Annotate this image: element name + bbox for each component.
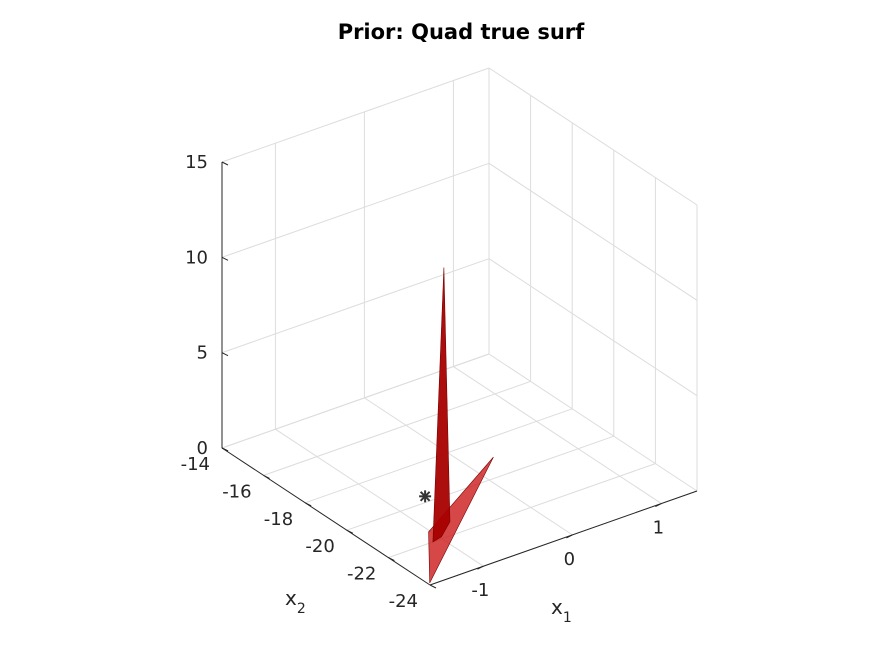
gridline-x-floor xyxy=(453,366,662,504)
z-tick-label: 0 xyxy=(197,438,208,459)
surface-patch xyxy=(432,267,451,543)
surface-patch xyxy=(428,456,494,584)
z-tick-mark xyxy=(221,447,229,452)
gridline-z-left xyxy=(221,67,490,163)
gridline-z-right xyxy=(488,258,698,397)
y-tick-mark xyxy=(429,584,437,589)
gridline-z-right xyxy=(488,67,698,206)
x-axis-line xyxy=(429,490,698,586)
x-axis-label: x1 xyxy=(551,595,572,626)
y-tick-mark xyxy=(304,502,312,507)
gridline-z-left xyxy=(221,258,490,354)
y-tick-label: -14 xyxy=(181,454,210,475)
x-tick-mark xyxy=(477,565,484,570)
gridline-x-floor xyxy=(364,397,573,536)
z-tick-label: 10 xyxy=(185,247,208,268)
x-tick-label: 0 xyxy=(564,549,575,570)
gridline-z-right xyxy=(488,162,698,301)
axis-layer xyxy=(221,161,698,589)
z-tick-mark xyxy=(221,161,229,166)
surface-layer xyxy=(419,267,494,584)
chart-title: Prior: Quad true surf xyxy=(338,20,585,44)
x-tick-mark xyxy=(566,534,573,539)
y-tick-mark xyxy=(388,557,395,562)
z-tick-mark xyxy=(221,256,229,261)
z-tick-label: 15 xyxy=(185,152,208,173)
y-tick-label: -22 xyxy=(347,564,376,585)
z-tick-mark xyxy=(221,352,229,357)
x-tick-label: 1 xyxy=(653,518,664,539)
gridline-z-left xyxy=(221,162,490,258)
z-tick-label: 5 xyxy=(197,343,208,364)
y-tick-label: -24 xyxy=(389,591,418,612)
y-tick-label: -16 xyxy=(222,481,251,502)
gridline-y-floor xyxy=(263,380,531,476)
gridline-y-floor xyxy=(388,463,656,559)
y-axis-line xyxy=(221,447,431,586)
y-tick-label: -20 xyxy=(305,536,334,557)
gridline-z-left xyxy=(221,353,490,449)
x-tick-mark xyxy=(655,503,662,507)
y-tick-label: -18 xyxy=(264,509,293,530)
x-tick-label: -1 xyxy=(471,580,489,601)
gridline-z-right xyxy=(488,353,698,492)
data-marker xyxy=(419,490,432,503)
y-axis-label: x2 xyxy=(285,586,306,617)
marker-stroke xyxy=(419,491,431,502)
y-tick-mark xyxy=(263,474,270,479)
y-tick-mark xyxy=(346,529,354,534)
